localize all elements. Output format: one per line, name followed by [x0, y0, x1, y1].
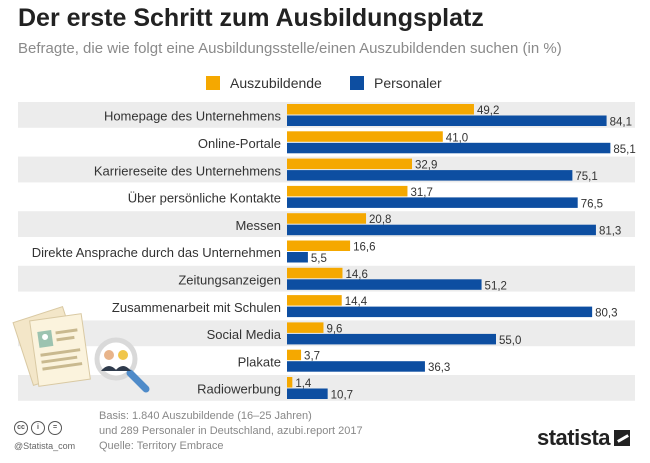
bar-auszubildende [287, 131, 443, 142]
legend-item-auszubildende: Auszubildende [206, 73, 322, 93]
legend-item-personaler: Personaler [350, 73, 442, 93]
bar-auszubildende [287, 185, 408, 197]
category-label: Homepage des Unternehmens [104, 109, 282, 124]
data-label: 5,5 [311, 253, 327, 265]
bar-personaler [287, 142, 611, 154]
category-label: Radiowerbung [197, 382, 281, 397]
data-label: 10,7 [331, 390, 353, 402]
bar-auszubildende [287, 267, 343, 279]
data-label: 76,5 [581, 198, 603, 210]
bar-auszubildende [287, 158, 413, 170]
data-label: 49,2 [477, 105, 499, 117]
bar-auszubildende [287, 377, 293, 388]
license-icons: cc i = [14, 421, 62, 435]
category-label: Messen [235, 218, 281, 233]
bar-personaler [287, 252, 308, 263]
footer-notes: Basis: 1.840 Auszubildende (16–25 Jahren… [99, 409, 363, 454]
legend-swatch-auszubildende [206, 76, 220, 90]
statista-handle: @Statista_com [14, 441, 76, 451]
data-label: 1,4 [295, 378, 312, 390]
data-label: 80,3 [595, 308, 617, 320]
data-label: 84,1 [610, 117, 632, 129]
bar-auszubildende [287, 295, 342, 306]
data-label: 31,7 [410, 187, 432, 199]
page-subtitle: Befragte, die wie folgt eine Ausbildungs… [18, 40, 562, 57]
bar-auszubildende [287, 240, 351, 251]
legend-swatch-personaler [350, 76, 364, 90]
bar-personaler [287, 333, 496, 345]
statista-logo: statista [537, 425, 611, 450]
bar-personaler [287, 170, 573, 181]
bar-personaler [287, 224, 596, 236]
category-label: Direkte Ansprache durch das Unternehmen [32, 245, 281, 260]
document-illustration [12, 305, 150, 393]
data-label: 55,0 [499, 335, 521, 347]
no-derivatives-icon: = [48, 421, 62, 435]
page-title: Der erste Schritt zum Ausbildungsplatz [18, 4, 484, 32]
category-label: Über persönliche Kontakte [128, 191, 281, 206]
category-label: Karriereseite des Unternehmens [94, 163, 282, 178]
data-label: 16,6 [353, 242, 375, 254]
data-label: 3,7 [304, 351, 320, 363]
cc-icon: cc [14, 421, 28, 435]
legend: Auszubildende Personaler [0, 73, 650, 93]
bar-personaler [287, 361, 425, 372]
bar-auszubildende [287, 322, 324, 333]
legend-label-personaler: Personaler [374, 75, 442, 91]
category-label: Social Media [207, 327, 282, 342]
bar-auszubildende [287, 349, 302, 361]
data-label: 75,1 [575, 171, 597, 183]
bar-personaler [287, 388, 328, 399]
bar-auszubildende [287, 104, 474, 115]
category-label: Zeitungsanzeigen [178, 272, 281, 287]
bar-personaler [287, 197, 578, 208]
category-label: Plakate [238, 354, 281, 369]
bar-personaler [287, 279, 482, 290]
document-icon [12, 305, 91, 387]
category-label: Zusammenarbeit mit Schulen [112, 300, 281, 315]
statista-logo-icon [614, 430, 630, 446]
attribution-icon: i [31, 421, 45, 435]
data-label: 81,3 [599, 226, 621, 238]
data-label: 85,1 [613, 144, 635, 156]
bar-personaler [287, 306, 593, 318]
data-label: 14,6 [345, 269, 367, 281]
category-label: Online-Portale [198, 136, 281, 151]
magnifier-icon [94, 337, 150, 393]
data-label: 32,9 [415, 160, 437, 172]
data-label: 14,4 [345, 296, 368, 308]
bar-chart: Homepage des Unternehmens 49,2 84,1 Online-… [18, 102, 636, 402]
data-label: 36,3 [428, 362, 450, 374]
data-label: 41,0 [446, 132, 468, 144]
data-label: 20,8 [369, 214, 391, 226]
bar-personaler [287, 115, 607, 126]
footer-basis-line1: Basis: 1.840 Auszubildende (16–25 Jahren… [99, 410, 312, 422]
data-label: 9,6 [326, 323, 342, 335]
bar-auszubildende [287, 213, 367, 224]
data-label: 51,2 [485, 280, 507, 292]
footer-basis-line2: und 289 Personaler in Deutschland, azubi… [99, 425, 363, 437]
legend-label-auszubildende: Auszubildende [230, 75, 322, 91]
footer-source: Quelle: Territory Embrace [99, 440, 224, 452]
